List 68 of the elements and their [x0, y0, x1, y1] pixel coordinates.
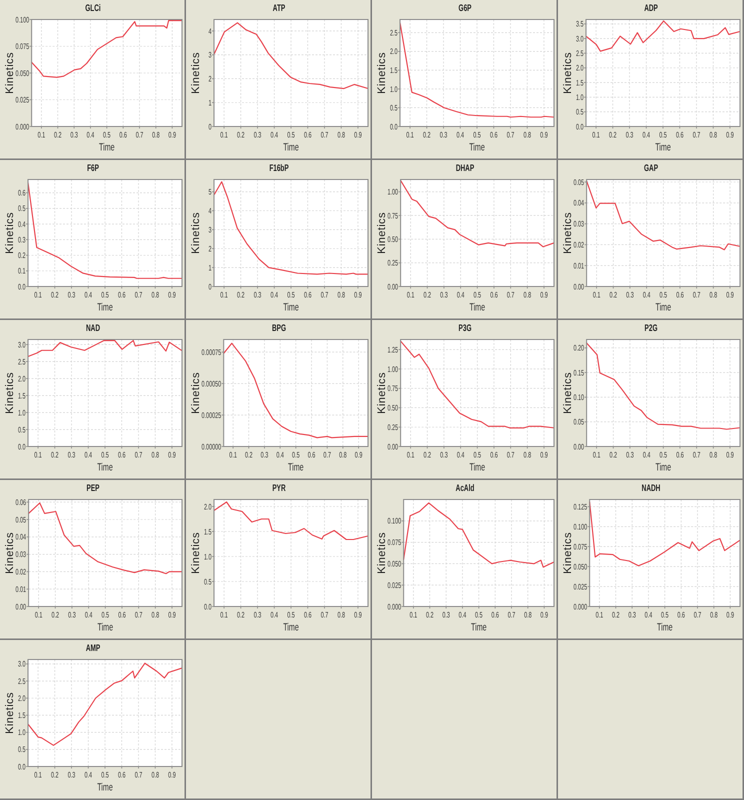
x-axis-title: Time	[283, 621, 299, 633]
chart-title: AcAld	[456, 482, 474, 494]
line-series	[586, 180, 741, 250]
y-axis-title: Kinetics	[376, 52, 388, 94]
x-axis-title: Time	[469, 141, 485, 153]
y-axis-title: Kinetics	[4, 372, 16, 414]
y-axis-title: Kinetics	[4, 692, 16, 734]
x-axis-title: Time	[469, 301, 486, 313]
y-axis-title: Kinetics	[376, 372, 388, 414]
line-series	[27, 662, 183, 746]
line-series	[223, 342, 369, 438]
y-axis-title: Kinetics	[4, 52, 16, 94]
chart-title: F16bP	[269, 162, 290, 174]
x-axis-title: Time	[97, 621, 114, 633]
x-axis-title: Time	[469, 461, 486, 473]
x-axis-title: Time	[283, 301, 299, 313]
chart-title: PEP	[86, 482, 100, 494]
line-series	[585, 20, 741, 52]
y-axis-title: Kinetics	[190, 372, 202, 414]
chart-title: AMP	[86, 642, 101, 654]
x-axis-title: Time	[471, 621, 487, 633]
y-axis-title: Kinetics	[562, 372, 574, 414]
chart-title: NAD	[86, 322, 100, 334]
x-axis-title: Time	[655, 461, 672, 473]
chart-title: ADP	[644, 2, 658, 14]
x-axis-title: Time	[97, 781, 113, 793]
line-series	[28, 502, 183, 574]
chart-title: F6P	[87, 162, 100, 174]
x-axis-title: Time	[283, 141, 299, 153]
y-axis-title: Kinetics	[562, 532, 574, 574]
y-axis-title: Kinetics	[190, 212, 202, 254]
line-series	[589, 501, 741, 566]
x-axis-title: Time	[97, 301, 113, 313]
line-series	[400, 180, 555, 248]
x-axis-title: Time	[97, 461, 113, 473]
chart-title: GLCi	[85, 2, 101, 14]
x-axis-title: Time	[655, 301, 672, 313]
chart-title: P3G	[458, 322, 472, 334]
chart-title: ATP	[272, 2, 286, 14]
chart-title: DHAP	[456, 162, 475, 174]
line-series	[403, 502, 555, 568]
chart-title: P2G	[644, 322, 658, 334]
line-series	[400, 340, 555, 428]
x-axis-title: Time	[657, 621, 673, 633]
line-series	[213, 22, 369, 90]
line-series	[213, 501, 369, 540]
x-axis-title: Time	[288, 461, 304, 473]
y-axis-title: Kinetics	[562, 212, 574, 254]
y-axis-title: Kinetics	[190, 52, 202, 94]
y-axis-title: Kinetics	[4, 212, 16, 254]
chart-title: G6P	[458, 2, 472, 14]
line-series	[27, 182, 183, 279]
x-axis-title: Time	[655, 141, 671, 153]
chart-title: BPG	[272, 322, 286, 334]
line-series	[27, 340, 183, 358]
y-axis-title: Kinetics	[562, 52, 574, 94]
x-axis-title: Time	[99, 141, 115, 153]
line-series	[213, 181, 369, 275]
y-axis-title: Kinetics	[190, 532, 202, 574]
line-series	[399, 22, 555, 118]
chart-title: GAP	[644, 162, 658, 174]
y-axis-title: Kinetics	[4, 532, 16, 574]
y-axis-title: Kinetics	[376, 532, 388, 574]
y-axis-title: Kinetics	[376, 212, 388, 254]
line-series	[31, 20, 183, 78]
chart-title: NADH	[642, 482, 660, 494]
chart-title: PYR	[272, 482, 286, 494]
line-series	[586, 342, 741, 430]
